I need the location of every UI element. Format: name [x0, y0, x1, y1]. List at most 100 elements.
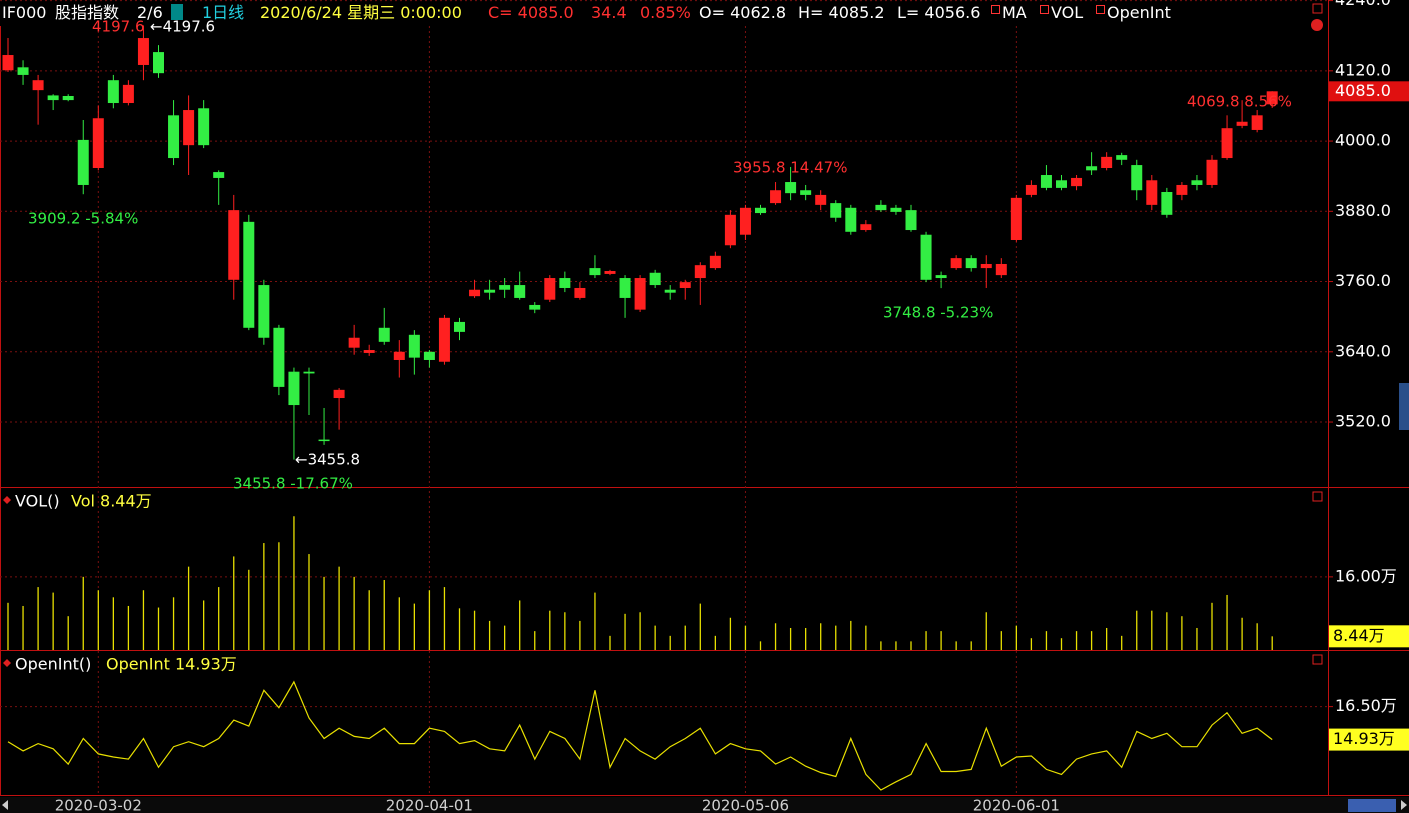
scroll-left[interactable] [2, 800, 8, 810]
indicator-icon[interactable] [1096, 5, 1105, 14]
close-button[interactable] [1311, 19, 1323, 31]
candle-body [965, 258, 977, 269]
candle-body [649, 272, 661, 286]
candle-body [1191, 180, 1203, 185]
x-tick-label: 2020-06-01 [973, 797, 1060, 813]
y-tick-label: 16.50万 [1335, 696, 1397, 715]
candle-body [92, 118, 104, 168]
candle-body [107, 80, 119, 104]
annotation: ←3455.8 [295, 451, 360, 469]
last-price-label: 4085.0 [1335, 81, 1391, 100]
candle-body [62, 95, 74, 101]
scroll-thumb[interactable] [1348, 799, 1396, 812]
candle-body [1176, 184, 1188, 195]
y-tick-label: 3640.0 [1335, 341, 1391, 360]
candle-body [980, 263, 992, 269]
indicator-icon[interactable] [1040, 5, 1049, 14]
candle-body [363, 350, 375, 353]
panel-button[interactable] [1312, 3, 1323, 14]
candle-body [423, 351, 435, 360]
candle-body [378, 327, 390, 342]
candle-body [724, 214, 736, 246]
candle-body [785, 182, 797, 194]
candle-body [845, 207, 857, 232]
page-index: 2/6 [137, 3, 163, 22]
panel-marker [3, 496, 11, 504]
candle-body [860, 224, 872, 231]
x-tick-label: 2020-04-01 [386, 797, 473, 813]
period[interactable]: 1日线 [202, 3, 245, 22]
candle-body [1056, 180, 1067, 188]
annotation: 3909.2 -5.84% [28, 210, 138, 228]
candle-body [499, 285, 511, 290]
last-value-tag [1329, 625, 1409, 648]
candle-body [1146, 180, 1158, 205]
indicator[interactable]: MA [1002, 3, 1027, 22]
scroll-right[interactable] [1401, 800, 1407, 810]
side-tab[interactable] [1399, 383, 1409, 430]
annotation: 4069.8 8.56% [1187, 93, 1292, 111]
y-tick-label: 3760.0 [1335, 271, 1391, 290]
candle-body [664, 289, 676, 293]
header: IF000 股指指数 2/6 1日线 2020/6/24 星期三 0:00:00… [0, 0, 1320, 26]
candle-body [1266, 91, 1278, 105]
indicator-icon[interactable] [991, 5, 1000, 14]
candle-body [1025, 184, 1037, 195]
candle-body [514, 285, 526, 298]
panel-marker [3, 659, 11, 667]
annotation: 3455.8 -17.67% [233, 475, 353, 493]
y-tick-label: 3520.0 [1335, 412, 1391, 431]
icon[interactable] [171, 4, 183, 20]
candle-body [694, 265, 706, 279]
candle-body [469, 289, 481, 297]
candle-body [1086, 166, 1098, 171]
candle-body [438, 317, 450, 362]
candle-body [484, 289, 496, 293]
candle-body [875, 204, 887, 211]
low-text: L= 4056.6 [897, 3, 981, 22]
candle-body [589, 268, 601, 276]
last-value-label: 8.44万 [1333, 626, 1385, 645]
frame [0, 0, 1409, 796]
annotation: 3748.8 -5.23% [883, 304, 993, 322]
candle-body [935, 275, 947, 279]
candle-body [243, 221, 255, 328]
candle-body [153, 52, 164, 74]
candle-body [739, 207, 751, 235]
panel-button[interactable] [1312, 654, 1323, 665]
candle-body [529, 304, 541, 310]
candle-body [544, 278, 556, 300]
y-tick-label: 16.00万 [1335, 566, 1397, 585]
candle-body [1236, 121, 1248, 126]
candle-body [679, 282, 691, 288]
candle-body [950, 258, 962, 269]
candle-body [1071, 177, 1083, 187]
indicator[interactable]: OpenInt [1107, 3, 1171, 22]
candle-body [755, 207, 766, 214]
candle-body [198, 108, 210, 146]
candle-body [122, 84, 134, 104]
candle-body [2, 55, 14, 71]
candle-body [47, 95, 59, 101]
panel-title: VOL() [15, 492, 60, 511]
candle-body [574, 287, 586, 298]
candle-body [905, 210, 917, 231]
panel-legend: Vol 8.44万 [71, 492, 152, 511]
open-text: O= 4062.8 [699, 3, 787, 22]
candle-body [619, 278, 631, 298]
candle-body [318, 439, 330, 442]
panel-button[interactable] [1312, 491, 1323, 502]
y-tick-label: 3880.0 [1335, 201, 1391, 220]
candle-body [137, 38, 149, 65]
candle-body [604, 271, 616, 274]
candle-body [1131, 165, 1143, 191]
indicator[interactable]: VOL [1051, 3, 1084, 22]
change-percent: 0.85% [640, 3, 691, 22]
candle-body [168, 115, 180, 159]
candle-body [770, 190, 782, 204]
candle-body [890, 207, 902, 212]
panel-legend: OpenInt 14.93万 [106, 655, 237, 674]
y-tick-label: 4000.0 [1335, 131, 1391, 150]
y-tick-label: 4120.0 [1335, 60, 1391, 79]
